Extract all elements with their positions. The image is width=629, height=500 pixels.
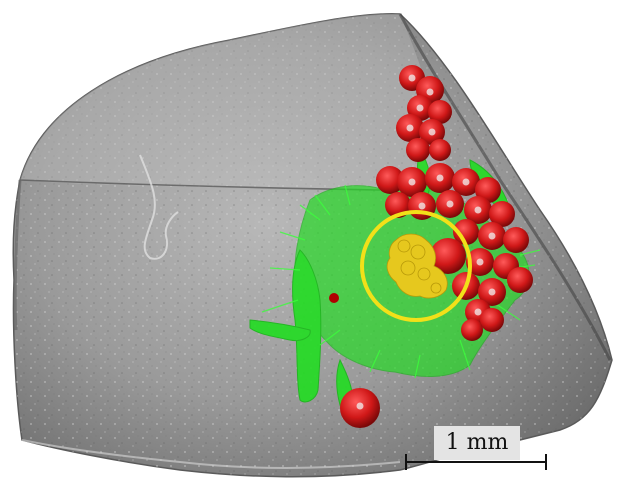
scale-bar [406,461,547,463]
scale-bar-label: 1 mm [434,426,520,460]
marker-number-labels [356,74,496,410]
scale-bar-left-tick [405,454,407,470]
yellow-cluster [386,233,448,299]
marker-cluster [329,65,533,428]
highlight-circle [360,210,472,322]
scale-bar-right-tick [545,454,547,470]
